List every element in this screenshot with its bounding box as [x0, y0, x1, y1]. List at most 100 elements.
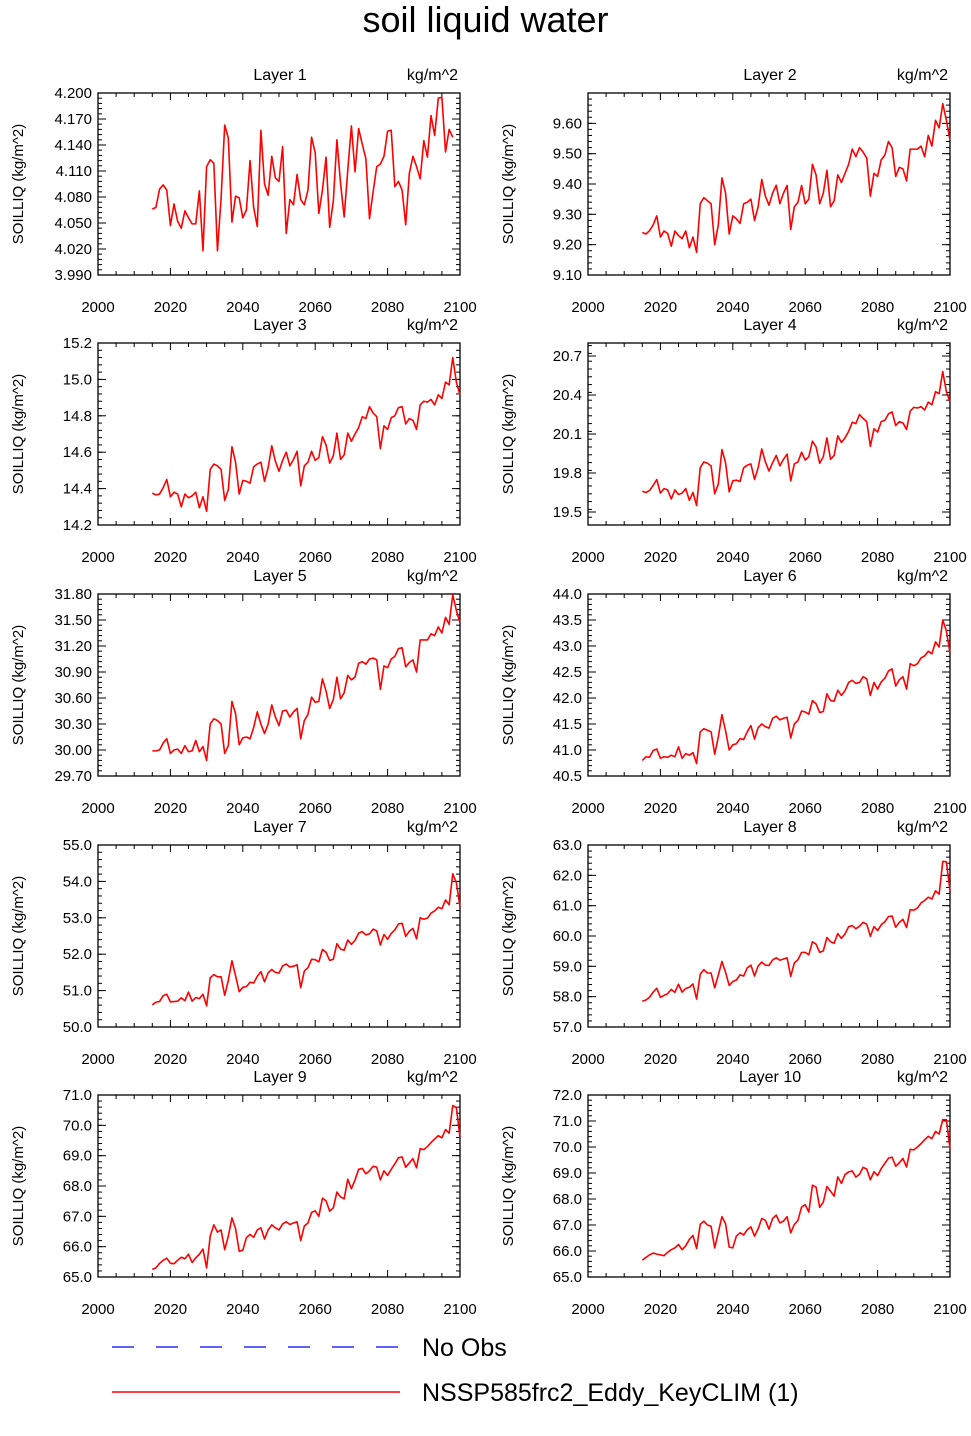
panel-units: kg/m^2: [897, 819, 948, 836]
x-tick-label: 2100: [443, 1301, 476, 1318]
plot-frame: [587, 1094, 951, 1278]
x-tick-label: 2020: [154, 1301, 187, 1318]
y-tick-label: 58.0: [553, 989, 582, 1006]
plot-frame: [587, 844, 951, 1028]
y-tick-label: 31.80: [54, 586, 92, 603]
x-tick-label: 2000: [81, 1301, 114, 1318]
panel-units: kg/m^2: [407, 568, 458, 585]
y-tick-label: 14.4: [63, 481, 92, 498]
series-line: [642, 370, 951, 507]
y-tick-label: 61.0: [553, 898, 582, 915]
x-tick-label: 2080: [861, 1051, 894, 1068]
y-tick-label: 4.020: [54, 241, 92, 258]
x-tick-label: 2020: [154, 1051, 187, 1068]
y-axis-label: SOILLIQ (kg/m^2): [10, 124, 27, 244]
y-tick-label: 30.60: [54, 690, 92, 707]
x-tick-label: 2080: [371, 1301, 404, 1318]
series-line: [151, 356, 461, 513]
y-tick-label: 54.0: [63, 873, 92, 890]
y-tick-label: 3.990: [54, 267, 92, 284]
y-tick-label: 41.5: [553, 716, 582, 733]
panel-title: Layer 3: [253, 317, 306, 334]
panel-layer-5: Layer 5 kg/m^2 SOILLIQ (kg/m^2) 2000 2020 204…: [10, 568, 477, 817]
panel-layer-6: Layer 6 kg/m^2 SOILLIQ (kg/m^2) 2000 2020 204…: [500, 568, 967, 817]
y-tick-label: 4.200: [54, 85, 92, 102]
panel-title: Layer 10: [739, 1069, 801, 1086]
y-tick-label: 59.0: [553, 958, 582, 975]
x-tick-label: 2040: [716, 1051, 749, 1068]
panel-layer-10: Layer 10 kg/m^2 SOILLIQ (kg/m^2) 2000 2020 20…: [500, 1069, 967, 1318]
x-tick-label: 2020: [644, 299, 677, 316]
x-tick-label: 2040: [716, 1301, 749, 1318]
plot-frame: [587, 92, 951, 276]
x-tick-label: 2040: [226, 549, 259, 566]
y-tick-label: 71.0: [553, 1113, 582, 1130]
y-tick-label: 9.30: [553, 206, 582, 223]
y-tick-label: 68.0: [63, 1178, 92, 1195]
y-tick-label: 4.110: [56, 163, 92, 180]
plot-frame: [97, 92, 461, 276]
series-line: [641, 619, 951, 765]
x-tick-label: 2040: [226, 1301, 259, 1318]
y-axis-label: SOILLIQ (kg/m^2): [10, 625, 27, 745]
series-line: [151, 96, 454, 252]
y-tick-label: 15.0: [63, 371, 92, 388]
x-tick-label: 2040: [226, 1051, 259, 1068]
x-tick-label: 2040: [226, 800, 259, 817]
y-tick-label: 70.0: [63, 1117, 92, 1134]
panel-layer-1: Layer 1 kg/m^2 SOILLIQ (kg/m^2) 2000 2020 204…: [10, 67, 477, 316]
panel-title: Layer 2: [743, 67, 796, 84]
panel-title: Layer 8: [743, 819, 796, 836]
y-tick-label: 68.0: [553, 1191, 582, 1208]
y-tick-label: 14.2: [63, 517, 92, 534]
y-tick-label: 65.0: [63, 1269, 92, 1286]
series-line: [641, 1118, 951, 1261]
x-tick-label: 2060: [789, 299, 822, 316]
series-line: [151, 872, 461, 1007]
panel-units: kg/m^2: [407, 317, 458, 334]
series-line: [642, 860, 951, 1002]
y-tick-label: 65.0: [553, 1269, 582, 1286]
y-tick-label: 51.0: [63, 983, 92, 1000]
x-tick-label: 2100: [443, 800, 476, 817]
x-tick-label: 2020: [644, 1301, 677, 1318]
y-tick-label: 31.20: [54, 638, 92, 655]
y-axis-label: SOILLIQ (kg/m^2): [500, 625, 517, 745]
y-axis-label: SOILLIQ (kg/m^2): [10, 1126, 27, 1246]
x-tick-label: 2100: [933, 1301, 966, 1318]
x-tick-label: 2020: [644, 1051, 677, 1068]
legend: No Obs NSSP585frc2_Eddy_KeyCLIM (1): [112, 1334, 799, 1407]
x-tick-label: 2100: [443, 299, 476, 316]
y-tick-label: 9.60: [553, 115, 582, 132]
y-tick-label: 52.0: [63, 946, 92, 963]
legend-model-label: NSSP585frc2_Eddy_KeyCLIM (1): [422, 1379, 799, 1407]
x-tick-label: 2000: [571, 299, 604, 316]
x-tick-label: 2100: [933, 1051, 966, 1068]
panel-layer-9: Layer 9 kg/m^2 SOILLIQ (kg/m^2) 2000 2020 204…: [10, 1069, 477, 1318]
y-tick-label: 4.140: [54, 137, 92, 154]
x-tick-label: 2000: [571, 1301, 604, 1318]
panel-layer-8: Layer 8 kg/m^2 SOILLIQ (kg/m^2) 2000 2020 204…: [500, 819, 967, 1068]
y-tick-label: 31.50: [54, 612, 92, 629]
y-tick-label: 40.5: [553, 768, 582, 785]
x-tick-label: 2020: [154, 549, 187, 566]
y-axis-label: SOILLIQ (kg/m^2): [500, 1126, 517, 1246]
x-tick-label: 2000: [571, 549, 604, 566]
y-tick-label: 57.0: [553, 1019, 582, 1036]
x-tick-label: 2060: [789, 1301, 822, 1318]
y-tick-label: 20.7: [553, 348, 582, 365]
x-tick-label: 2040: [226, 299, 259, 316]
panels: Layer 1 kg/m^2 SOILLIQ (kg/m^2) 2000 2020 204…: [10, 67, 967, 1318]
y-axis-label: SOILLIQ (kg/m^2): [10, 876, 27, 996]
x-tick-label: 2100: [933, 800, 966, 817]
panel-title: Layer 7: [253, 819, 306, 836]
y-tick-label: 41.0: [553, 742, 582, 759]
x-tick-label: 2060: [299, 800, 332, 817]
panel-title: Layer 5: [253, 568, 306, 585]
panel-units: kg/m^2: [897, 67, 948, 84]
x-tick-label: 2020: [644, 549, 677, 566]
x-tick-label: 2080: [861, 299, 894, 316]
panel-units: kg/m^2: [897, 1069, 948, 1086]
y-tick-label: 9.50: [553, 146, 582, 163]
panel-units: kg/m^2: [407, 1069, 458, 1086]
